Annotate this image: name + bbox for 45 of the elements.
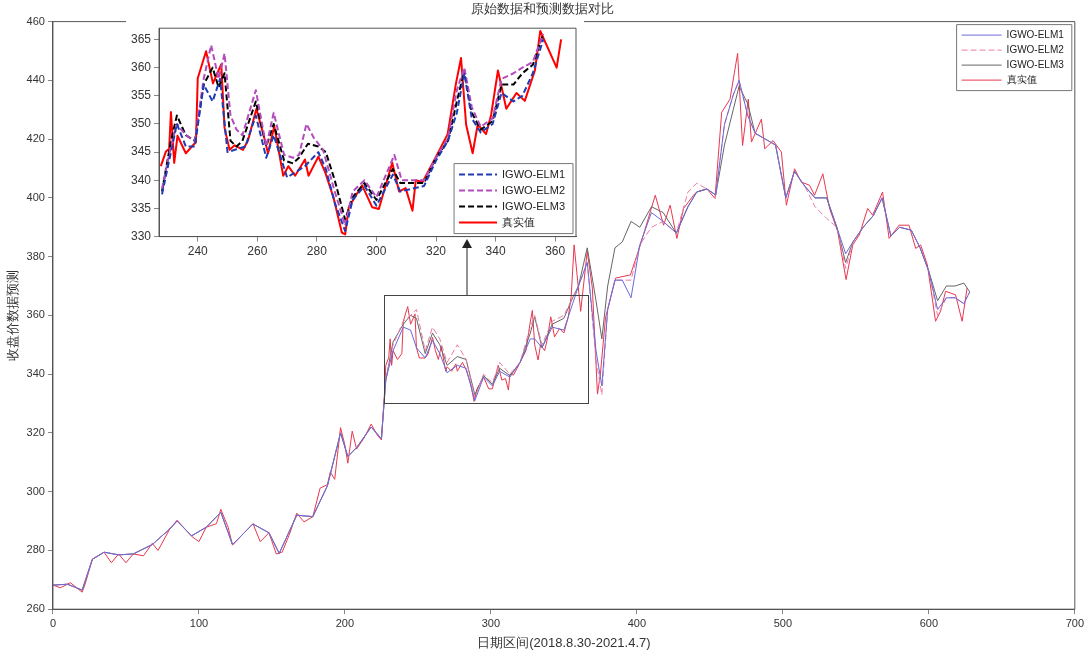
legend-label: IGWO-ELM3: [502, 199, 565, 212]
x-tick-label: 300: [366, 244, 387, 259]
x-tick-label: 600: [919, 616, 939, 629]
y-tick-label: 360: [26, 308, 45, 321]
x-tick-label: 500: [773, 616, 793, 629]
x-tick-label: 200: [335, 616, 355, 629]
x-tick-label: 0: [49, 616, 57, 629]
legend-label: IGWO-ELM3: [1006, 58, 1065, 70]
legend-label: 真实值: [1006, 73, 1037, 85]
y-tick-label: 300: [26, 484, 45, 497]
x-axis-title: 日期区间(2018.8.30-2021.4.7): [477, 634, 651, 650]
legend-label: IGWO-ELM2: [502, 183, 565, 196]
x-tick-label: 260: [247, 244, 268, 259]
x-tick-label: 400: [627, 616, 647, 629]
y-tick-label: 460: [26, 14, 45, 27]
y-tick-label: 335: [130, 200, 152, 215]
y-tick-label: 345: [130, 144, 152, 159]
y-tick-label: 440: [26, 73, 45, 86]
legend-label: IGWO-ELM2: [1006, 43, 1065, 55]
y-tick-label: 340: [26, 367, 45, 380]
y-axis-title: 收盘价数据预测: [5, 269, 21, 361]
x-tick-label: 340: [485, 244, 506, 259]
y-tick-label: 380: [26, 249, 45, 262]
legend-label: 真实值: [502, 215, 536, 228]
y-tick-label: 365: [130, 31, 152, 46]
legend-label: IGWO-ELM1: [502, 167, 565, 180]
x-tick-label: 320: [426, 244, 447, 259]
y-tick-label: 320: [26, 425, 45, 438]
y-tick-label: 355: [130, 88, 152, 103]
x-tick-label: 100: [189, 616, 209, 629]
y-tick-label: 330: [130, 228, 152, 243]
chart-title: 原始数据和预测数据对比: [471, 1, 614, 17]
x-tick-label: 280: [306, 244, 328, 259]
x-tick-label: 300: [481, 616, 501, 629]
y-tick-label: 420: [26, 132, 45, 145]
legend-label: IGWO-ELM1: [1006, 28, 1065, 40]
y-tick-label: 340: [130, 172, 152, 187]
x-tick-label: 240: [187, 244, 209, 259]
y-tick-label: 360: [130, 59, 152, 74]
y-tick-label: 260: [26, 602, 45, 615]
y-tick-label: 280: [26, 543, 45, 556]
y-tick-label: 400: [26, 190, 45, 203]
x-tick-label: 360: [545, 244, 566, 259]
x-tick-label: 700: [1065, 616, 1084, 629]
y-tick-label: 350: [130, 116, 152, 131]
